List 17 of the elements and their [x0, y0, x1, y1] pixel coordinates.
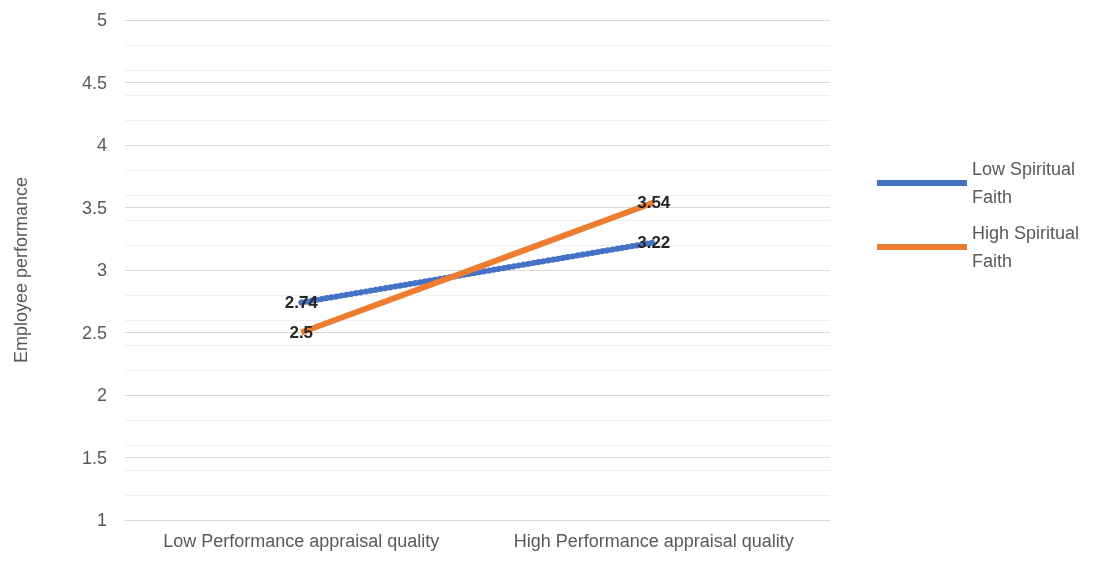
y-axis-title: Employee performance	[11, 176, 31, 364]
y-tick-label: 1	[96, 510, 107, 530]
data-label: 2.5	[289, 323, 314, 342]
y-tick-label: 5	[96, 10, 107, 30]
data-label: 3.54	[637, 193, 671, 212]
legend-label: Low Spiritual Faith	[972, 159, 1081, 207]
y-tick-label: 3.5	[81, 197, 107, 218]
y-tick-label: 4.5	[81, 72, 107, 93]
legend-label: High Spiritual Faith	[972, 223, 1085, 271]
y-tick-label: 2.5	[81, 322, 107, 343]
x-tick-label: High Performance appraisal quality	[513, 531, 794, 551]
data-label: 3.22	[637, 233, 671, 252]
y-tick-label: 2	[96, 385, 107, 405]
y-tick-label: 3	[96, 260, 107, 280]
y-tick-label: 4	[96, 135, 107, 155]
y-tick-label: 1.5	[81, 447, 107, 468]
x-tick-label: Low Performance appraisal quality	[163, 531, 440, 551]
